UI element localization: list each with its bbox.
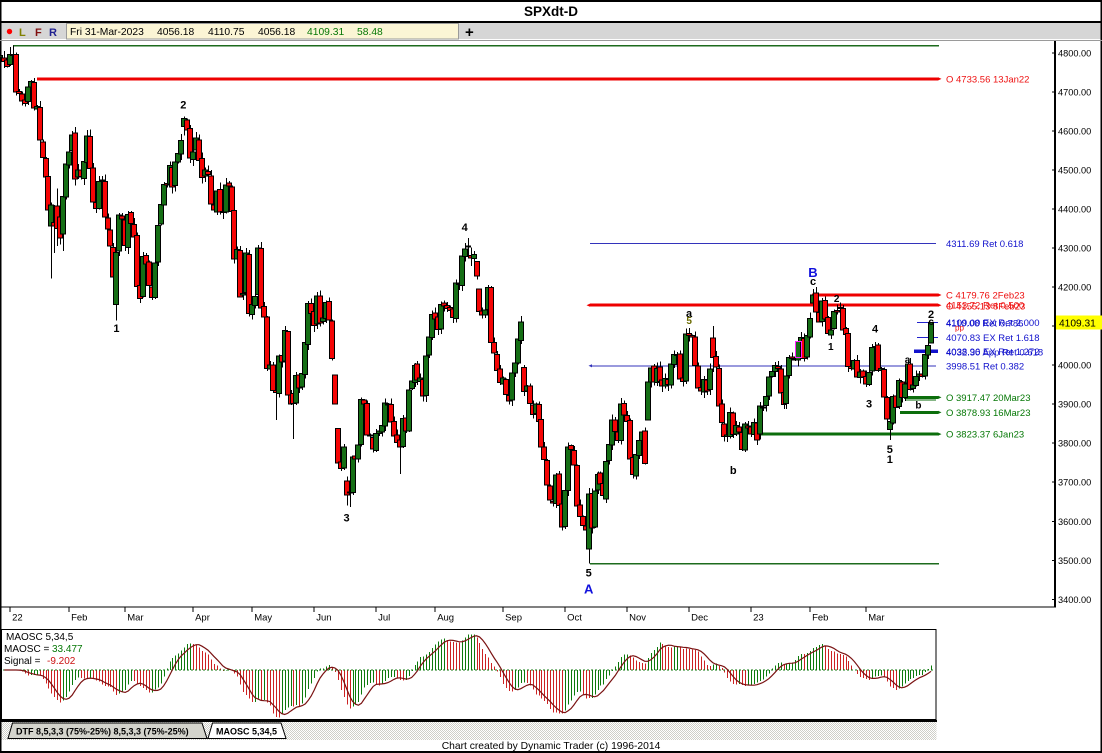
svg-text:4109.31: 4109.31 xyxy=(1059,318,1096,329)
svg-text:b: b xyxy=(915,401,921,412)
svg-text:Chart created by Dynamic Trade: Chart created by Dynamic Trader (c) 1996… xyxy=(442,741,661,752)
svg-text:23: 23 xyxy=(753,613,764,624)
svg-text:O 3917.47 20Mar23: O 3917.47 20Mar23 xyxy=(946,393,1031,404)
svg-text:1: 1 xyxy=(828,342,834,353)
svg-text:Jun: Jun xyxy=(316,613,331,624)
svg-text:33.477: 33.477 xyxy=(52,644,83,655)
svg-text:Feb: Feb xyxy=(71,613,87,624)
svg-text:3998.51 Ret 0.382: 3998.51 Ret 0.382 xyxy=(946,361,1024,372)
svg-text:58.48: 58.48 xyxy=(357,27,383,38)
svg-text:3: 3 xyxy=(344,513,350,525)
svg-text:MAOSC 5,34,5: MAOSC 5,34,5 xyxy=(6,632,74,643)
svg-text:4109.00 EX Ret 2.000: 4109.00 EX Ret 2.000 xyxy=(946,318,1040,329)
svg-text:1: 1 xyxy=(887,454,893,466)
svg-text:-9.202: -9.202 xyxy=(47,656,76,667)
svg-text:4109.31: 4109.31 xyxy=(307,27,344,38)
svg-text:B: B xyxy=(808,265,817,280)
svg-text:5: 5 xyxy=(586,568,592,580)
svg-text:1: 1 xyxy=(113,323,119,335)
svg-text:c: c xyxy=(928,317,934,328)
svg-text:DTF 8,5,3,3 (75%-25%) 8,5,3,3: DTF 8,5,3,3 (75%-25%) 8,5,3,3 (75%-25%) xyxy=(16,727,189,737)
svg-text:3900.00: 3900.00 xyxy=(1058,400,1091,410)
svg-text:Mar: Mar xyxy=(868,613,884,624)
svg-text:4800.00: 4800.00 xyxy=(1058,49,1091,59)
svg-text:4: 4 xyxy=(872,324,879,336)
svg-text:O 3878.93 16Mar23: O 3878.93 16Mar23 xyxy=(946,408,1031,419)
svg-text:O 4155.13 8Feb23: O 4155.13 8Feb23 xyxy=(946,301,1025,312)
svg-text:3800.00: 3800.00 xyxy=(1058,439,1091,449)
svg-text:4700.00: 4700.00 xyxy=(1058,88,1091,98)
svg-text:C 4179.76 2Feb23: C 4179.76 2Feb23 xyxy=(946,291,1025,302)
svg-text:3: 3 xyxy=(866,398,872,410)
svg-text:Feb: Feb xyxy=(812,613,828,624)
svg-text:Dec: Dec xyxy=(691,613,708,624)
svg-text:Apr: Apr xyxy=(195,613,210,624)
svg-text:Oct: Oct xyxy=(567,613,582,624)
svg-text:4200.00: 4200.00 xyxy=(1058,283,1091,293)
svg-text:4032.30 App Ret 0.618: 4032.30 App Ret 0.618 xyxy=(946,348,1043,359)
svg-text:5: 5 xyxy=(887,444,893,456)
svg-text:4070.83 EX Ret 1.618: 4070.83 EX Ret 1.618 xyxy=(946,333,1040,344)
svg-text:4311.69 Ret 0.618: 4311.69 Ret 0.618 xyxy=(946,239,1023,250)
svg-text:L: L xyxy=(19,27,26,39)
svg-text:4000.00: 4000.00 xyxy=(1058,361,1091,371)
svg-text:3700.00: 3700.00 xyxy=(1058,478,1091,488)
svg-text:MAOSC =: MAOSC = xyxy=(4,644,49,655)
svg-text:a: a xyxy=(905,355,911,366)
svg-text:A: A xyxy=(584,582,594,597)
svg-text:2: 2 xyxy=(834,294,840,305)
svg-text:MAOSC 5,34,5: MAOSC 5,34,5 xyxy=(216,727,277,737)
svg-text:b: b xyxy=(730,465,737,477)
svg-text:Fri 31-Mar-2023: Fri 31-Mar-2023 xyxy=(70,27,144,38)
svg-text:May: May xyxy=(254,613,272,624)
svg-text:4: 4 xyxy=(462,222,469,234)
svg-text:4300.00: 4300.00 xyxy=(1058,244,1091,254)
svg-text:Mar: Mar xyxy=(127,613,143,624)
svg-text:4056.18: 4056.18 xyxy=(157,27,194,38)
svg-text:SPXdt-D: SPXdt-D xyxy=(524,4,578,19)
svg-text:4500.00: 4500.00 xyxy=(1058,166,1091,176)
svg-text:4110.08 Ret 0.786: 4110.08 Ret 0.786 xyxy=(946,319,1023,330)
svg-text:3600.00: 3600.00 xyxy=(1058,517,1091,527)
svg-text:R: R xyxy=(49,27,57,39)
svg-text:O 4733.56 13Jan22: O 4733.56 13Jan22 xyxy=(946,74,1029,85)
svg-text:4600.00: 4600.00 xyxy=(1058,127,1091,137)
svg-text:4038.96 EX Ret 1.272: 4038.96 EX Ret 1.272 xyxy=(946,347,1040,358)
svg-text:22: 22 xyxy=(12,613,23,624)
svg-text:Signal =: Signal = xyxy=(4,656,41,667)
svg-text:c: c xyxy=(810,276,816,288)
svg-text:pp: pp xyxy=(955,324,964,333)
svg-text:3400.00: 3400.00 xyxy=(1058,595,1091,605)
svg-text:4153.72 Ret 0.500: 4153.72 Ret 0.500 xyxy=(946,301,1024,312)
svg-text:+: + xyxy=(465,24,474,41)
svg-text:Jul: Jul xyxy=(378,613,390,624)
svg-text:O 3823.37 6Jan23: O 3823.37 6Jan23 xyxy=(946,430,1024,441)
svg-text:2: 2 xyxy=(928,309,934,321)
svg-text:5: 5 xyxy=(686,316,692,327)
svg-text:F: F xyxy=(35,27,42,39)
svg-text:2: 2 xyxy=(180,100,186,112)
svg-text:Aug: Aug xyxy=(437,613,454,624)
svg-text:Sep: Sep xyxy=(505,613,522,624)
svg-text:3500.00: 3500.00 xyxy=(1058,556,1091,566)
svg-text:a: a xyxy=(686,308,693,320)
svg-text:Nov: Nov xyxy=(629,613,646,624)
svg-text:4110.75: 4110.75 xyxy=(208,27,245,38)
svg-text:4400.00: 4400.00 xyxy=(1058,205,1091,215)
svg-text:4056.18: 4056.18 xyxy=(258,27,295,38)
